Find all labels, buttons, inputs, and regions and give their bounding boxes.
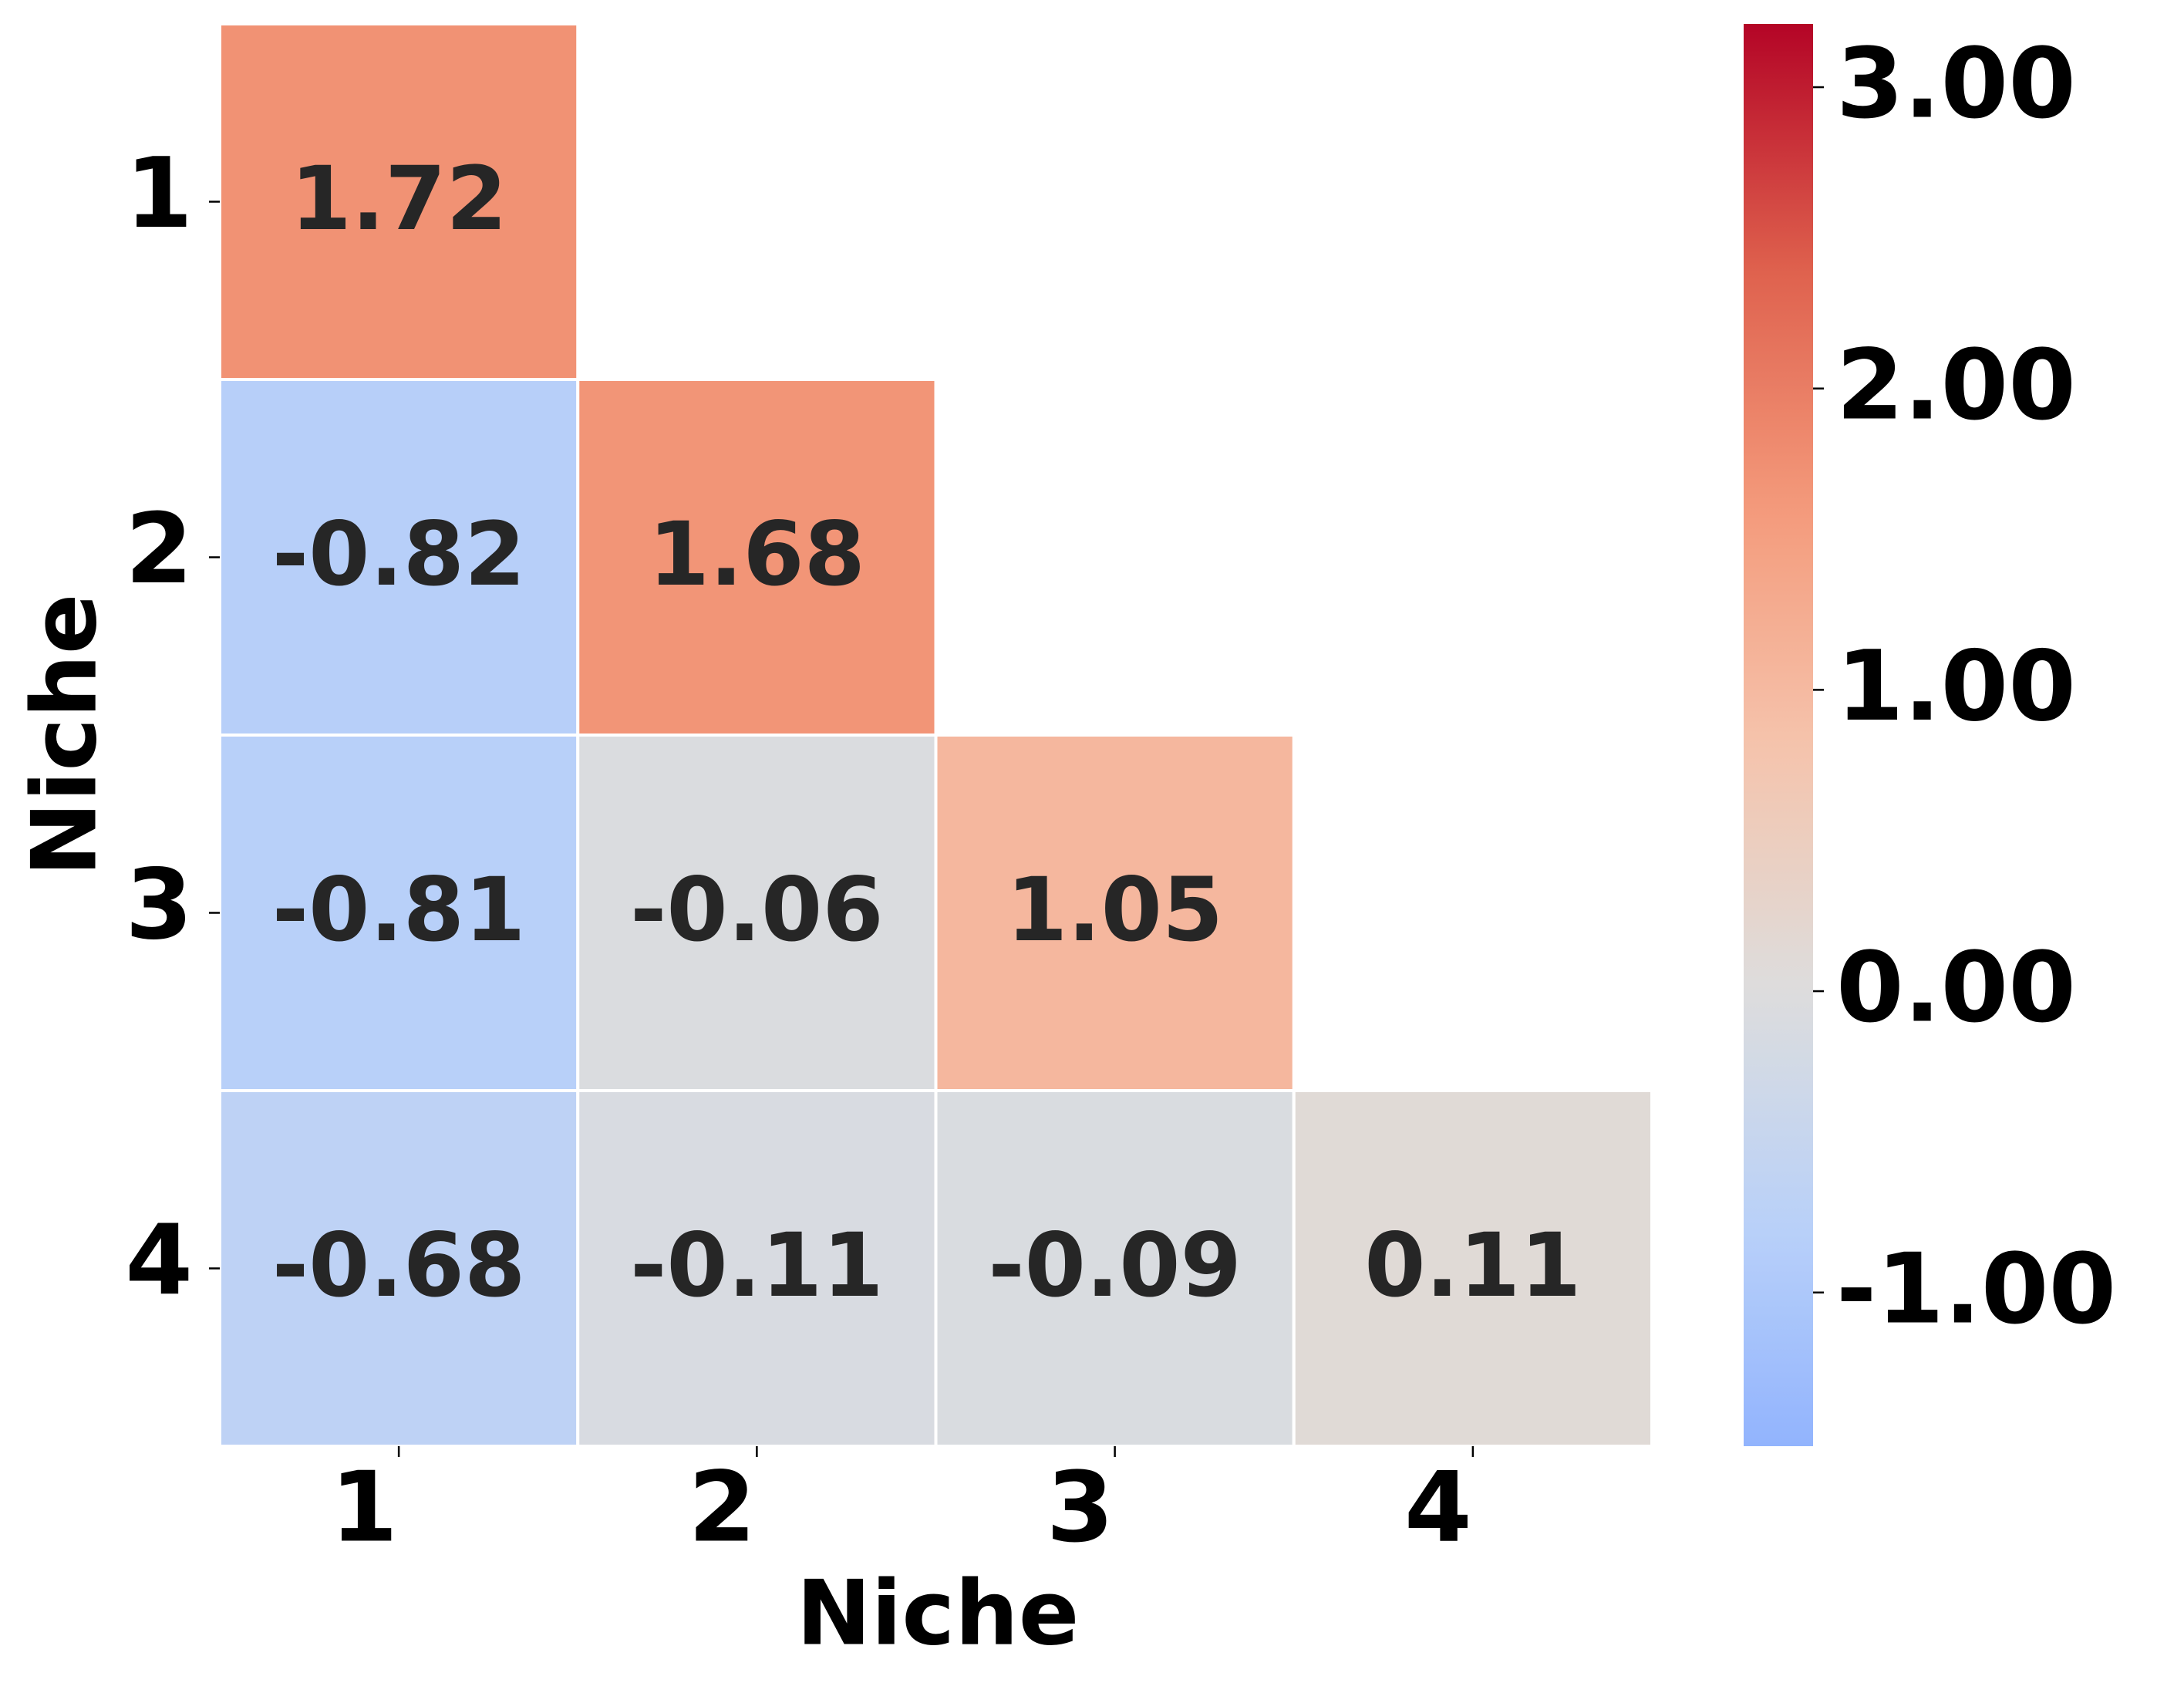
- x-tick-label: 3: [1046, 1451, 1114, 1564]
- heatmap-cell: [218, 22, 580, 381]
- x-axis-label: Niche: [797, 1562, 1080, 1666]
- cell-label: -0.06: [630, 858, 884, 961]
- heatmap-cell: [576, 1089, 938, 1448]
- y-tick-label: 4: [125, 1203, 193, 1317]
- heatmap-cell: [576, 378, 938, 737]
- cell-label: -0.11: [630, 1214, 884, 1317]
- heatmap-cell: [576, 734, 938, 1092]
- heatmap-cell: [218, 378, 580, 737]
- colorbar-tick-label: 0.00: [1836, 931, 2076, 1044]
- y-tick-label: 2: [125, 492, 193, 605]
- cell-label: -0.81: [272, 858, 526, 961]
- cell-label: -0.09: [988, 1214, 1242, 1317]
- x-tick-label: 1: [330, 1451, 398, 1564]
- heatmap-cell: [934, 734, 1296, 1092]
- colorbar-tick-label: 1.00: [1836, 629, 2076, 743]
- heatmap-cell: [1292, 1089, 1653, 1448]
- colorbar: [1744, 24, 1813, 1446]
- y-tick-label: 1: [125, 137, 193, 250]
- x-tick-label: 4: [1404, 1451, 1472, 1564]
- y-tick-label: 3: [125, 848, 193, 961]
- cell-label: 1.72: [290, 147, 507, 250]
- colorbar-tick-label: 2.00: [1836, 328, 2076, 441]
- cell-label: 1.68: [649, 503, 865, 605]
- cell-label: -0.82: [272, 503, 526, 605]
- colorbar-tick-label: 3.00: [1836, 27, 2076, 140]
- y-axis-label: Niche: [13, 594, 117, 877]
- cell-label: 1.05: [1006, 858, 1223, 961]
- heatmap-cell: [218, 734, 580, 1092]
- cell-label: 0.11: [1364, 1214, 1581, 1317]
- colorbar-tick-label: -1.00: [1836, 1232, 2116, 1345]
- cell-label: -0.68: [272, 1214, 526, 1317]
- x-tick-label: 2: [689, 1451, 757, 1564]
